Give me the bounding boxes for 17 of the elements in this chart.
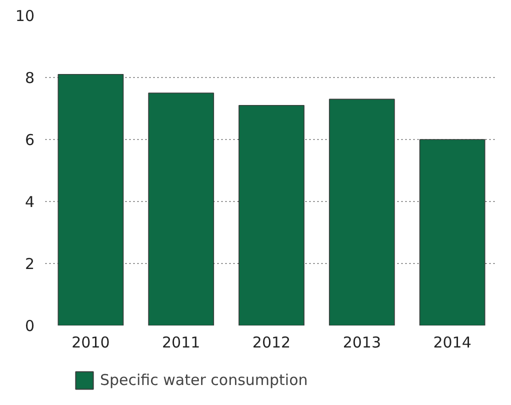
y-tick-label: 6	[24, 131, 35, 149]
x-tick-label: 2011	[162, 334, 200, 352]
bar	[58, 74, 124, 326]
bar	[419, 139, 486, 326]
x-tick-label: 2014	[433, 334, 472, 352]
y-tick-label: 4	[24, 193, 35, 211]
y-tick-label: 8	[24, 69, 35, 87]
y-tick-label: 0	[24, 317, 35, 335]
x-tick-label: 2012	[252, 334, 291, 352]
y-tick-label: 2	[24, 255, 35, 273]
bar	[148, 92, 214, 326]
y-tick-label: 10	[15, 7, 35, 25]
x-tick-label: 2010	[72, 334, 110, 352]
bar	[238, 105, 304, 326]
x-tick-label: 2013	[342, 334, 381, 352]
bar	[328, 98, 395, 326]
legend-label: Specific water consumption	[100, 371, 308, 389]
